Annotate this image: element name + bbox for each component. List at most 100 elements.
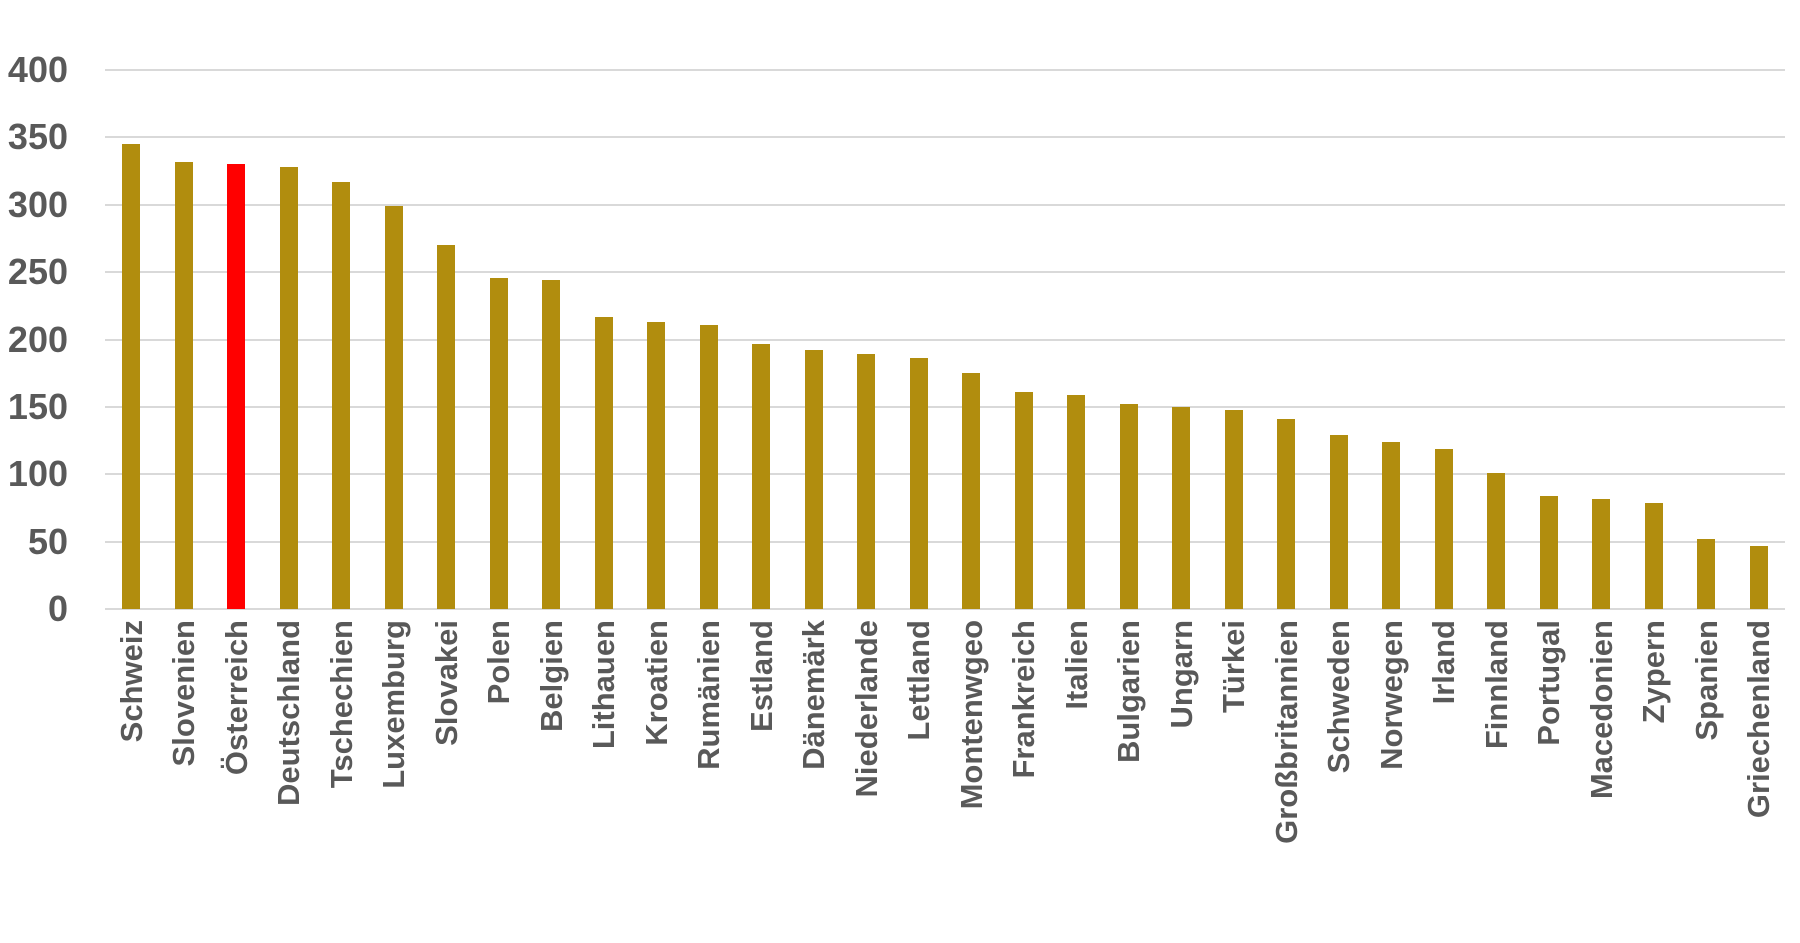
bar-lithauen xyxy=(594,316,613,609)
bar-belgien xyxy=(542,280,561,609)
gridline-0 xyxy=(105,608,1785,610)
y-axis-tick-label: 300 xyxy=(7,183,68,225)
x-axis-label: Deutschland xyxy=(271,620,307,807)
x-axis-label-cell: Schweden xyxy=(1313,620,1366,940)
x-axis-label-cell: Irland xyxy=(1418,620,1471,940)
x-axis-label-cell: Belgien xyxy=(525,620,578,940)
x-axis-label-cell: Österreich xyxy=(210,620,263,940)
gridline-150 xyxy=(105,405,1785,408)
x-axis-label: Spanien xyxy=(1688,620,1724,741)
bar-irland xyxy=(1434,448,1453,609)
gridline-400 xyxy=(105,69,1785,71)
gridline-250 xyxy=(105,271,1785,274)
x-axis-label-cell: Deutschland xyxy=(263,620,316,940)
x-axis-label-cell: Großbritannien xyxy=(1260,620,1313,940)
x-axis-label-cell: Türkei xyxy=(1208,620,1261,940)
bar-lettland xyxy=(909,358,928,609)
x-axis-label: Österreich xyxy=(218,620,254,776)
x-axis-label: Polen xyxy=(481,620,517,705)
bar-schweiz xyxy=(122,144,141,609)
bar-montenwgeo xyxy=(962,373,981,609)
x-axis-label: Großbritannien xyxy=(1268,620,1304,844)
bar-türkei xyxy=(1224,409,1243,609)
y-axis-tick-label: 100 xyxy=(7,453,68,495)
bar-ungarn xyxy=(1172,406,1191,609)
bar-kroatien xyxy=(647,321,666,609)
x-axis-label-cell: Spanien xyxy=(1680,620,1733,940)
x-axis-label: Irland xyxy=(1426,620,1462,705)
x-axis-label: Schweiz xyxy=(113,620,149,743)
x-axis-label: Griechenland xyxy=(1741,620,1777,819)
gridline-350 xyxy=(105,136,1785,139)
x-axis-label: Lithauen xyxy=(586,620,622,750)
bar-dänemärk xyxy=(804,350,823,609)
x-axis-label: Dänemärk xyxy=(796,620,832,770)
x-axis-label: Luxemburg xyxy=(376,620,412,789)
x-axis-label: Finnland xyxy=(1478,620,1514,750)
x-axis-label-cell: Macedonien xyxy=(1575,620,1628,940)
y-axis-tick-label: 250 xyxy=(7,251,68,293)
gridline-300 xyxy=(105,203,1785,206)
x-axis-label: Italien xyxy=(1058,620,1094,710)
x-axis-label-cell: Bulgarien xyxy=(1103,620,1156,940)
x-axis-label-cell: Finnland xyxy=(1470,620,1523,940)
y-axis-tick-label: 50 xyxy=(27,520,68,562)
bar-polen xyxy=(489,277,508,609)
x-axis-label-cell: Dänemärk xyxy=(788,620,841,940)
bar-rumänien xyxy=(699,324,718,609)
bar-niederlande xyxy=(857,354,876,609)
x-axis-label-cell: Norwegen xyxy=(1365,620,1418,940)
x-axis-label-cell: Lithauen xyxy=(578,620,631,940)
x-axis-label: Macedonien xyxy=(1583,620,1619,800)
bar-luxemburg xyxy=(384,206,403,609)
x-axis-label: Niederlande xyxy=(848,620,884,798)
x-axis-label-cell: Lettland xyxy=(893,620,946,940)
x-axis-label: Türkei xyxy=(1216,620,1252,714)
gridline-200 xyxy=(105,338,1785,341)
bar-griechenland xyxy=(1749,545,1768,609)
x-axis-label-cell: Luxemburg xyxy=(368,620,421,940)
x-axis-label: Belgien xyxy=(533,620,569,732)
x-axis-label-cell: Rumänien xyxy=(683,620,736,940)
x-axis-label: Frankreich xyxy=(1006,620,1042,779)
x-axis-label: Portugal xyxy=(1531,620,1567,746)
x-axis-label-cell: Frankreich xyxy=(998,620,1051,940)
gridline-100 xyxy=(105,473,1785,476)
bar-großbritannien xyxy=(1277,419,1296,609)
bar-frankreich xyxy=(1014,392,1033,609)
x-axis-label: Estland xyxy=(743,620,779,732)
bar-tschechien xyxy=(332,181,351,609)
x-axis-label: Tschechien xyxy=(323,620,359,789)
x-axis-label: Zypern xyxy=(1636,620,1672,724)
x-axis-label-cell: Polen xyxy=(473,620,526,940)
x-axis-label: Slovakei xyxy=(428,620,464,746)
x-axis-label-cell: Tschechien xyxy=(315,620,368,940)
x-axis-label-cell: Schweiz xyxy=(105,620,158,940)
bar-finnland xyxy=(1487,472,1506,609)
bar-italien xyxy=(1067,394,1086,609)
x-axis-label: Bulgarien xyxy=(1111,620,1147,763)
bar-estland xyxy=(752,343,771,609)
bar-zypern xyxy=(1644,502,1663,609)
bar-deutschland xyxy=(279,167,298,609)
y-axis-tick-label: 400 xyxy=(7,49,68,90)
bar-slovenien xyxy=(174,161,193,609)
x-axis-label-cell: Niederlande xyxy=(840,620,893,940)
x-axis-label-cell: Ungarn xyxy=(1155,620,1208,940)
y-axis-tick-label: 150 xyxy=(7,385,68,427)
x-axis-label: Montenwgeo xyxy=(953,620,989,810)
y-axis-tick-label: 350 xyxy=(7,116,68,158)
x-axis-label-cell: Zypern xyxy=(1628,620,1681,940)
y-axis-tick-label: 200 xyxy=(7,318,68,360)
x-axis-label-cell: Slovenien xyxy=(158,620,211,940)
x-axis-label-cell: Montenwgeo xyxy=(945,620,998,940)
bar-norwegen xyxy=(1382,441,1401,609)
x-axis-label: Schweden xyxy=(1321,620,1357,774)
x-axis-label-cell: Portugal xyxy=(1523,620,1576,940)
bar-slovakei xyxy=(437,245,456,609)
x-axis-label-cell: Slovakei xyxy=(420,620,473,940)
bar-bulgarien xyxy=(1119,404,1138,609)
gridline-50 xyxy=(105,540,1785,543)
x-axis-label-cell: Italien xyxy=(1050,620,1103,940)
